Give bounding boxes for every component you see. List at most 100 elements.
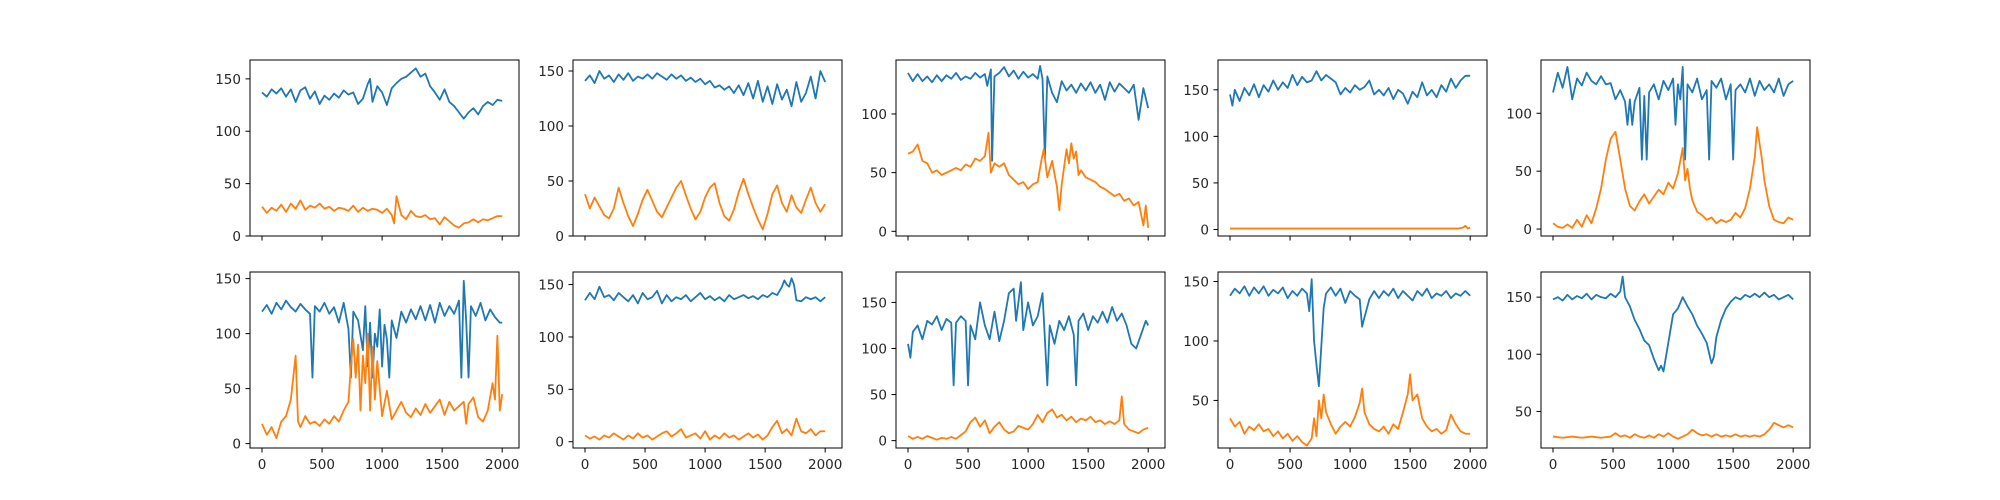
x-tick-label: 0 [1226,457,1235,473]
series-2-line [1229,373,1471,447]
y-tick-label: 50 [547,174,564,190]
subplot-4: 0 50 100 150 [1183,59,1488,241]
y-tick-label: 100 [861,107,887,123]
subplot-5: 0 50 100 [1506,59,1811,241]
y-tick-label: 50 [870,388,887,404]
series-2-line [261,195,503,229]
x-tick-label: 500 [1600,457,1626,473]
x-tick-label: 2000 [485,457,519,473]
series-1-line [584,70,827,108]
y-tick-label: 0 [232,229,241,245]
y-tick-label: 150 [538,278,564,294]
y-tick-label: 100 [861,341,887,357]
series-2-line [907,131,1150,228]
y-tick-label: 0 [232,437,241,453]
y-tick-label: 50 [224,382,241,398]
y-tick-label: 50 [1192,393,1209,409]
x-tick-label: 1000 [1011,457,1045,473]
series-2-line [584,177,826,231]
axes-frame [249,271,520,449]
series-1-line [584,277,826,305]
x-tick-label: 1000 [365,457,399,473]
x-tick-label: 2000 [1776,457,1810,473]
x-tick-label: 0 [1549,457,1558,473]
axes-frame [895,59,1166,237]
x-tick-label: 500 [309,457,335,473]
series-1-line [261,279,503,379]
y-tick-label: 50 [547,382,564,398]
x-tick-label: 1500 [1393,457,1427,473]
series-2-line [907,395,1149,441]
x-tick-label: 500 [632,457,658,473]
y-tick-label: 150 [1183,275,1209,291]
x-tick-label: 1000 [1333,457,1367,473]
x-tick-label: 2000 [808,457,842,473]
subplot-2: 0 50 100 150 [538,59,843,245]
series-1-line [907,64,1150,162]
x-tick-label: 1500 [1071,457,1105,473]
series-1-line [1552,66,1794,161]
series-1-line [261,67,503,120]
x-tick-label: 1000 [688,457,722,473]
x-tick-label: 1000 [1656,457,1690,473]
y-tick-label: 50 [1515,164,1532,180]
x-tick-label: 1500 [748,457,782,473]
x-tick-label: 2000 [1453,457,1487,473]
y-tick-label: 50 [224,177,241,193]
y-tick-label: 150 [861,295,887,311]
y-tick-label: 0 [878,434,887,450]
x-tick-label: 0 [258,457,267,473]
y-tick-label: 100 [215,124,241,140]
y-tick-label: 150 [215,272,241,288]
series-1-line [907,281,1149,387]
axes-frame [895,271,1166,449]
y-tick-label: 100 [1183,129,1209,145]
subplot-3: 0 50 100 [861,59,1166,241]
series-2-line [584,417,826,441]
series-1-line [1229,70,1471,107]
axes-frame [572,59,843,237]
y-tick-label: 50 [1515,404,1532,420]
y-tick-label: 50 [870,166,887,182]
y-tick-label: 0 [1200,222,1209,238]
subplot-1: 0 50 100 150 [215,59,520,245]
axes-frame [249,59,520,237]
series-1-line [1552,275,1794,373]
y-tick-label: 100 [1506,347,1532,363]
axes-frame [1217,271,1488,449]
y-tick-label: 0 [555,229,564,245]
x-tick-label: 0 [904,457,913,473]
axes-frame [1540,271,1811,449]
x-tick-label: 0 [581,457,590,473]
y-tick-label: 0 [1523,222,1532,238]
y-tick-label: 150 [538,64,564,80]
y-tick-label: 0 [555,435,564,451]
x-tick-label: 1500 [425,457,459,473]
x-tick-label: 500 [1277,457,1303,473]
x-tick-label: 1500 [1716,457,1750,473]
axes-frame [572,271,843,449]
series-2-line [1552,421,1794,440]
y-tick-label: 150 [1506,290,1532,306]
axes-frame [1217,59,1488,237]
x-tick-label: 500 [955,457,981,473]
y-tick-label: 100 [1506,106,1532,122]
series-2-line [1552,126,1794,229]
series-2-line [1230,224,1471,230]
y-tick-label: 150 [215,72,241,88]
y-tick-label: 50 [1192,176,1209,192]
axes-frame [1540,59,1811,237]
y-tick-label: 100 [538,330,564,346]
series-2-line [261,332,504,439]
x-tick-label: 2000 [1131,457,1165,473]
y-tick-label: 0 [878,224,887,240]
y-tick-label: 100 [215,327,241,343]
y-tick-label: 150 [1183,83,1209,99]
y-tick-label: 100 [1183,334,1209,350]
